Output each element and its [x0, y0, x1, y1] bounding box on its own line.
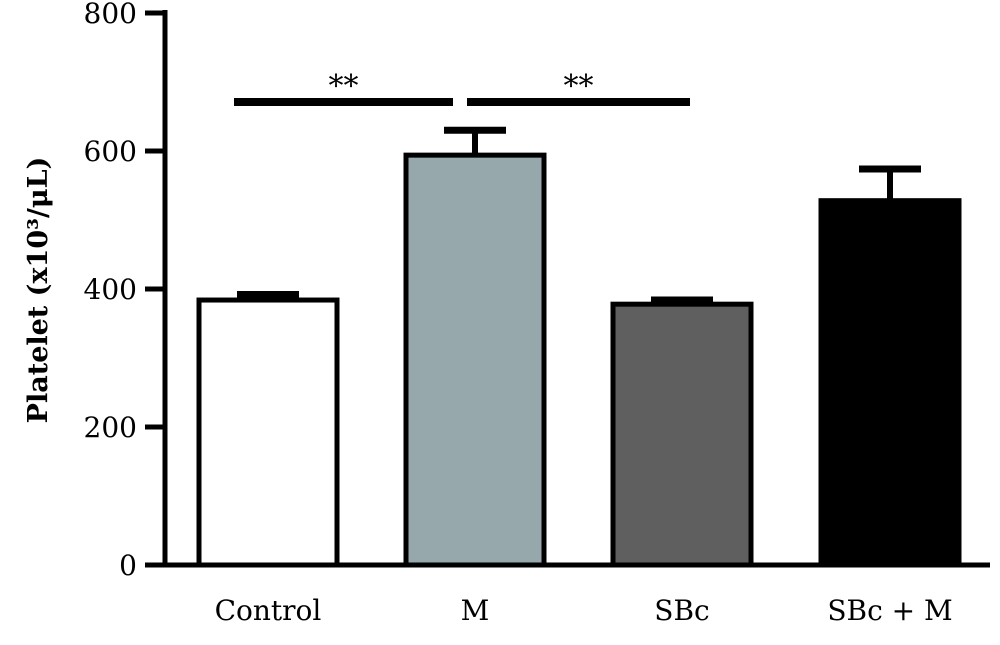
- x-tick-label: SBc: [654, 594, 709, 627]
- x-tick-label: SBc + M: [827, 594, 952, 627]
- bar-control: [196, 297, 340, 568]
- significance-label: **: [564, 69, 594, 104]
- bar-sbc-m: [818, 198, 962, 568]
- significance-layer: ** **: [234, 69, 690, 107]
- bars-layer: [196, 152, 962, 568]
- y-tick-label: 400: [84, 273, 137, 306]
- x-tick-label: M: [461, 594, 490, 627]
- y-tick-label: 200: [84, 411, 137, 444]
- y-tick-label: 600: [84, 135, 137, 168]
- y-tick-label: 0: [119, 549, 137, 582]
- y-tick-label: 800: [84, 0, 137, 30]
- bar-sbc: [610, 301, 754, 568]
- axes-layer: Control M SBc SBc + M 0 200 400 600 800: [84, 0, 990, 627]
- error-bars-layer: [237, 126, 921, 305]
- bar-m: [403, 152, 547, 568]
- x-tick-label: Control: [215, 594, 322, 627]
- significance-label: **: [329, 69, 359, 104]
- y-axis-label: Platelet (x10³/μL): [23, 157, 54, 424]
